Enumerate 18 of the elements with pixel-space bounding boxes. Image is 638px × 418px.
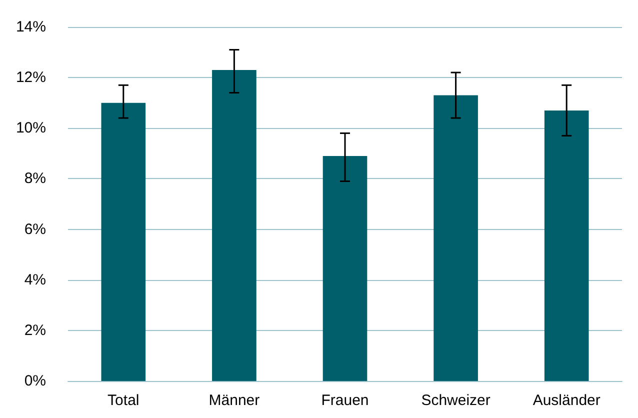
y-tick-label: 8% <box>24 170 46 188</box>
y-tick-label: 0% <box>24 372 46 390</box>
bar <box>101 102 146 381</box>
y-tick-label: 6% <box>24 220 46 238</box>
bar <box>212 70 256 381</box>
bar <box>434 95 478 381</box>
x-tick-label: Total <box>108 392 140 409</box>
y-tick-label: 4% <box>24 271 46 288</box>
y-tick-label: 12% <box>16 69 46 86</box>
y-tick-label: 10% <box>16 120 46 137</box>
x-tick-label: Ausländer <box>532 392 600 409</box>
y-tick-label: 14% <box>16 18 46 36</box>
y-tick-label: 2% <box>24 322 46 339</box>
x-tick-label: Schweizer <box>421 392 490 409</box>
x-tick-label: Männer <box>208 392 260 409</box>
bar <box>544 110 589 381</box>
bar <box>322 156 368 381</box>
x-tick-label: Frauen <box>321 392 369 409</box>
